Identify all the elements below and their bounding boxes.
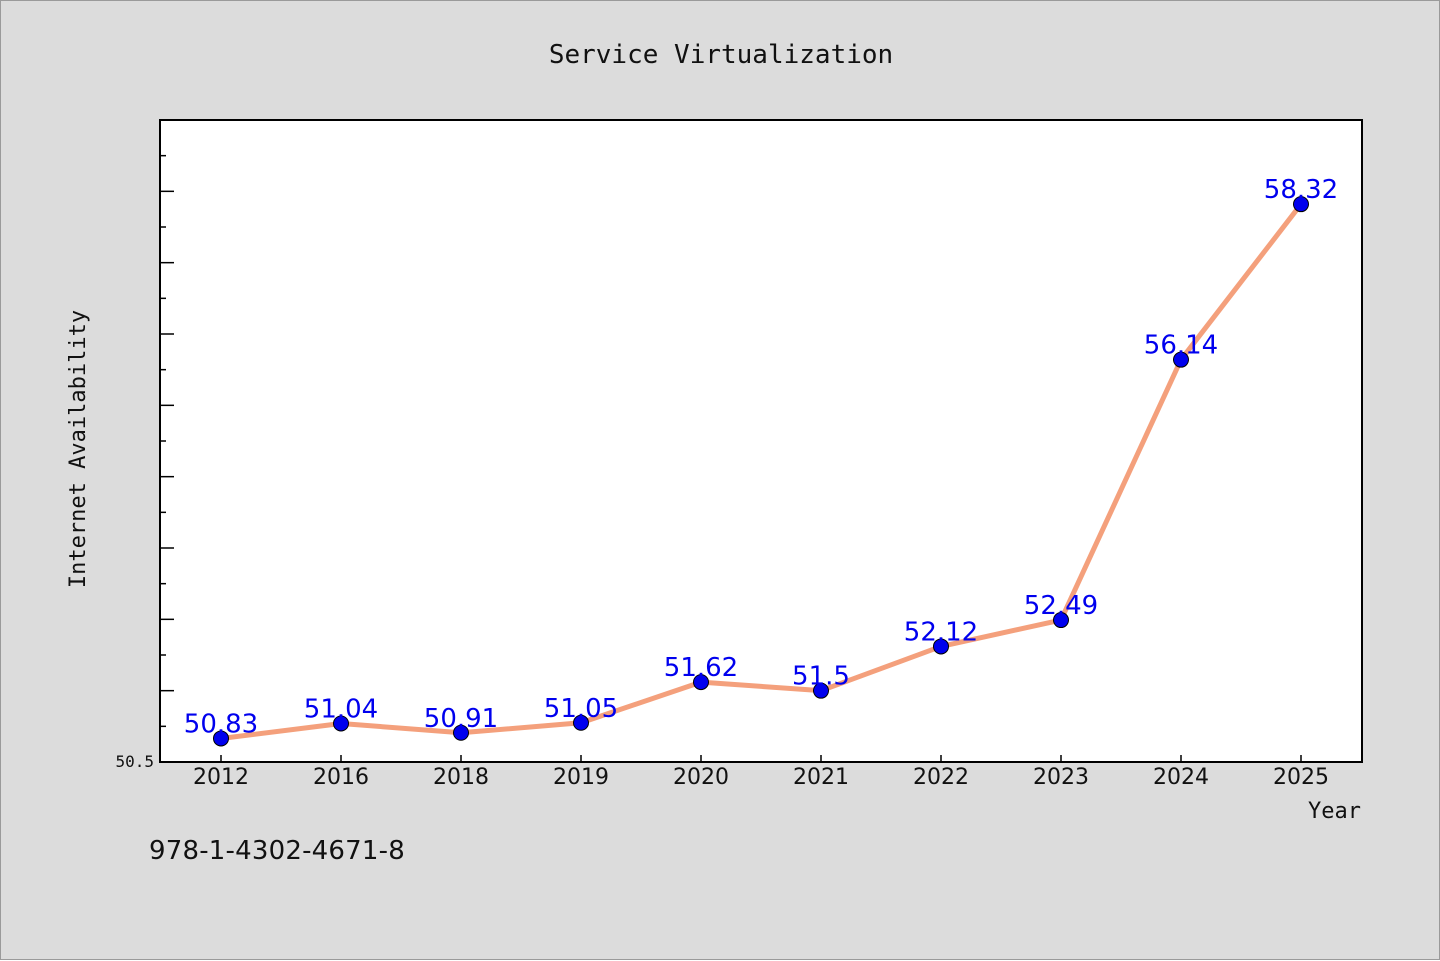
y-axis-label: Internet Availability	[66, 310, 91, 588]
x-tick-label: 2021	[793, 765, 849, 790]
data-label: 51.04	[304, 694, 378, 724]
y-tick-label: 50.5	[115, 752, 154, 771]
data-labels: 50.83 51.04 50.91 51.05 51.62 51.5 52.12 52.49 5…	[184, 175, 1338, 739]
series-markers	[213, 196, 1309, 747]
x-tick-label: 2023	[1033, 765, 1089, 790]
data-point	[693, 674, 709, 691]
data-label: 51.62	[664, 653, 738, 683]
data-point	[1293, 196, 1309, 213]
data-label: 51.5	[792, 662, 850, 692]
data-label: 58.32	[1264, 175, 1338, 205]
x-tick-label: 2024	[1153, 765, 1209, 790]
x-tick-label: 2012	[193, 765, 249, 790]
x-tick-label: 2019	[553, 765, 609, 790]
data-point	[333, 715, 349, 732]
data-label: 52.49	[1024, 591, 1098, 621]
x-tick-label: 2025	[1273, 765, 1329, 790]
chart-title: Service Virtualization	[549, 40, 893, 70]
footer-identifier: 978-1-4302-4671-8	[149, 836, 405, 866]
data-point	[933, 638, 949, 655]
data-label: 50.83	[184, 709, 258, 739]
data-label: 56.14	[1144, 331, 1218, 361]
data-point	[213, 730, 229, 747]
x-axis-label: Year	[1308, 799, 1361, 824]
x-tick-label: 2020	[673, 765, 729, 790]
x-axis-ticks	[220, 755, 1302, 762]
x-tick-labels: 2012 2016 2018 2019 2020 2021 2022 2023 2024 2025	[193, 765, 1329, 790]
data-point	[453, 724, 469, 741]
x-tick-label: 2016	[313, 765, 369, 790]
x-tick-label: 2022	[913, 765, 969, 790]
series-line	[218, 201, 1304, 741]
data-point	[1173, 351, 1189, 368]
x-tick-label: 2018	[433, 765, 489, 790]
data-point	[573, 714, 589, 731]
data-label: 52.12	[904, 617, 978, 647]
plot-area	[159, 119, 1363, 763]
data-point	[813, 682, 829, 699]
y-axis-ticks	[160, 154, 174, 728]
data-label: 51.05	[544, 694, 618, 724]
data-point	[1053, 612, 1069, 629]
data-label: 50.91	[424, 704, 498, 734]
